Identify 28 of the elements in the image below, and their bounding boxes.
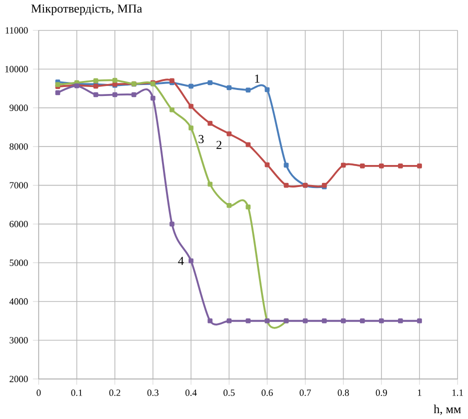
series-label: 3: [198, 134, 204, 143]
x-tick-label: 0.1: [71, 389, 82, 396]
y-tick-label: 9000: [10, 104, 28, 111]
x-tick-label: 0.2: [109, 389, 120, 396]
y-tick-label: 11000: [6, 26, 28, 34]
y-axis-title: Мікротвердість, МПа: [31, 4, 142, 15]
x-axis-title: h, мм: [434, 404, 461, 415]
series-label: 4: [178, 256, 184, 265]
x-tick-label: 1.1: [452, 389, 463, 396]
y-tick-label: 3000: [10, 336, 28, 344]
x-tick-label: 1: [418, 389, 422, 396]
x-tick-label: 0.7: [300, 389, 311, 396]
y-tick-label: 4000: [9, 298, 28, 304]
y-tick-label: 5000: [10, 259, 28, 266]
y-tick-label: 7000: [10, 182, 28, 188]
x-tick-label: 0.4: [185, 389, 197, 396]
x-tick-label: 0.3: [147, 389, 158, 396]
y-tick-label: 6000: [10, 220, 28, 227]
x-tick-label: 0.9: [376, 389, 387, 396]
series-label: 1: [255, 74, 260, 82]
y-tick-label: 10000: [5, 66, 28, 72]
x-tick-label: 0: [36, 389, 41, 396]
y-tick-label: 2000: [10, 376, 28, 382]
y-tick-label: 8000: [10, 143, 28, 150]
series-label: 2: [216, 140, 222, 149]
x-tick-label: 0.6: [262, 389, 273, 396]
x-tick-label: 0.8: [338, 389, 349, 396]
x-tick-label: 0.5: [224, 389, 235, 396]
